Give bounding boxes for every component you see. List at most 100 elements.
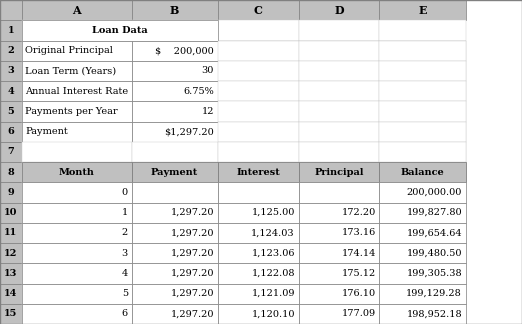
Text: B: B bbox=[170, 5, 179, 16]
Text: 199,654.64: 199,654.64 bbox=[406, 228, 462, 237]
Bar bbox=[218, 304, 299, 324]
Bar bbox=[132, 304, 218, 324]
Bar bbox=[379, 284, 466, 304]
Bar bbox=[299, 61, 379, 81]
Bar bbox=[22, 182, 132, 202]
Text: 1,297.20: 1,297.20 bbox=[171, 289, 214, 298]
Text: E: E bbox=[418, 5, 427, 16]
Bar bbox=[0, 202, 22, 223]
Bar bbox=[132, 243, 218, 263]
Bar bbox=[379, 142, 466, 162]
Bar bbox=[22, 263, 132, 284]
Bar bbox=[218, 162, 299, 182]
Text: Payments per Year: Payments per Year bbox=[25, 107, 117, 116]
Bar bbox=[218, 142, 299, 162]
Bar bbox=[0, 20, 22, 40]
Text: 14: 14 bbox=[4, 289, 18, 298]
Bar bbox=[0, 0, 22, 20]
Text: 7: 7 bbox=[8, 147, 14, 156]
Text: 8: 8 bbox=[8, 168, 14, 177]
Bar bbox=[379, 101, 466, 122]
Text: 199,129.28: 199,129.28 bbox=[406, 289, 462, 298]
Text: C: C bbox=[254, 5, 263, 16]
Bar bbox=[22, 20, 218, 40]
Text: 177.09: 177.09 bbox=[342, 309, 376, 318]
Bar bbox=[218, 263, 299, 284]
Bar bbox=[218, 182, 299, 202]
Text: $1,297.20: $1,297.20 bbox=[164, 127, 214, 136]
Text: 6.75%: 6.75% bbox=[183, 87, 214, 96]
Text: 1,121.09: 1,121.09 bbox=[252, 289, 295, 298]
Bar bbox=[132, 142, 218, 162]
Bar bbox=[299, 304, 379, 324]
Bar bbox=[299, 61, 379, 81]
Text: 2: 2 bbox=[8, 46, 14, 55]
Bar bbox=[218, 243, 299, 263]
Bar bbox=[22, 122, 132, 142]
Bar bbox=[132, 284, 218, 304]
Bar bbox=[132, 61, 218, 81]
Text: 12: 12 bbox=[201, 107, 214, 116]
Bar bbox=[22, 162, 132, 182]
Bar bbox=[299, 162, 379, 182]
Bar bbox=[299, 142, 379, 162]
Bar bbox=[379, 81, 466, 101]
Bar bbox=[299, 101, 379, 122]
Bar bbox=[218, 243, 299, 263]
Text: Interest: Interest bbox=[236, 168, 280, 177]
Bar bbox=[299, 284, 379, 304]
Bar bbox=[379, 142, 466, 162]
Bar bbox=[379, 182, 466, 202]
Bar bbox=[299, 101, 379, 122]
Text: 1,123.06: 1,123.06 bbox=[252, 249, 295, 258]
Bar bbox=[299, 263, 379, 284]
Bar bbox=[22, 223, 132, 243]
Text: 4: 4 bbox=[8, 87, 14, 96]
Bar bbox=[379, 61, 466, 81]
Bar bbox=[379, 101, 466, 122]
Bar bbox=[379, 304, 466, 324]
Bar bbox=[132, 0, 218, 20]
Bar bbox=[0, 142, 22, 162]
Bar bbox=[22, 81, 132, 101]
Text: 2: 2 bbox=[122, 228, 128, 237]
Bar bbox=[299, 142, 379, 162]
Bar bbox=[22, 0, 132, 20]
Bar bbox=[0, 40, 22, 61]
Text: Principal: Principal bbox=[314, 168, 364, 177]
Text: 3: 3 bbox=[8, 66, 14, 75]
Bar bbox=[0, 263, 22, 284]
Bar bbox=[132, 101, 218, 122]
Text: 0: 0 bbox=[122, 188, 128, 197]
Text: D: D bbox=[334, 5, 344, 16]
Text: 173.16: 173.16 bbox=[341, 228, 376, 237]
Bar bbox=[218, 182, 299, 202]
Bar bbox=[22, 284, 132, 304]
Bar bbox=[299, 182, 379, 202]
Text: 12: 12 bbox=[4, 249, 18, 258]
Bar bbox=[132, 263, 218, 284]
Text: 1,124.03: 1,124.03 bbox=[251, 228, 295, 237]
Text: 199,827.80: 199,827.80 bbox=[406, 208, 462, 217]
Text: 176.10: 176.10 bbox=[342, 289, 376, 298]
Bar bbox=[132, 202, 218, 223]
Text: 13: 13 bbox=[4, 269, 18, 278]
Text: 1,297.20: 1,297.20 bbox=[171, 208, 214, 217]
Text: 1,297.20: 1,297.20 bbox=[171, 228, 214, 237]
Bar bbox=[379, 223, 466, 243]
Text: Balance: Balance bbox=[401, 168, 444, 177]
Bar bbox=[218, 223, 299, 243]
Bar bbox=[379, 284, 466, 304]
Bar bbox=[379, 162, 466, 182]
Text: 198,952.18: 198,952.18 bbox=[406, 309, 462, 318]
Text: 6: 6 bbox=[122, 309, 128, 318]
Bar bbox=[22, 182, 132, 202]
Bar bbox=[22, 101, 132, 122]
Bar bbox=[379, 202, 466, 223]
Text: 5: 5 bbox=[8, 107, 14, 116]
Bar bbox=[379, 263, 466, 284]
Bar bbox=[0, 122, 22, 142]
Text: 15: 15 bbox=[4, 309, 18, 318]
Bar bbox=[22, 40, 132, 61]
Bar bbox=[218, 162, 299, 182]
